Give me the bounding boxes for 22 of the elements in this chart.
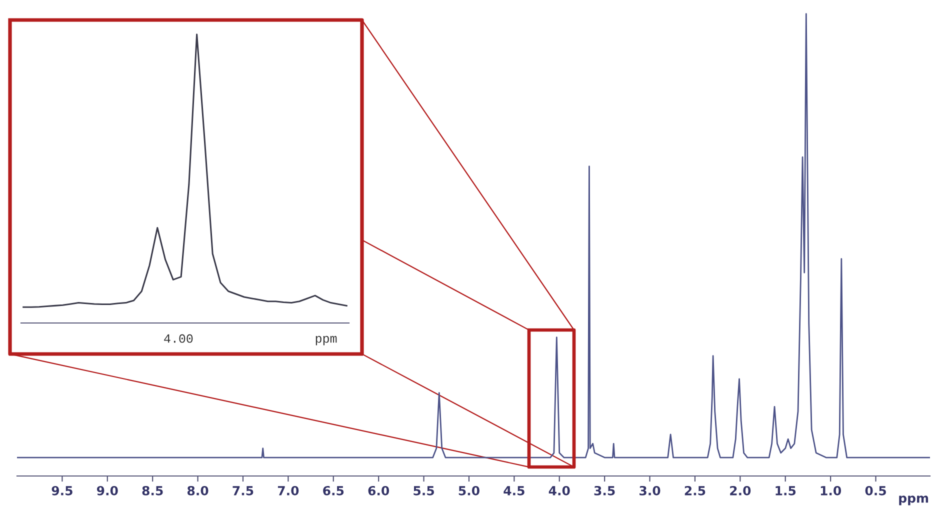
x-axis-title: ppm — [316, 336, 337, 346]
x-tick-label: 1.0 — [820, 486, 842, 496]
x-tick-label: 6.0 — [368, 486, 390, 496]
x-tick-label: 2.5 — [684, 486, 706, 496]
x-tick-label: 4.5 — [504, 486, 524, 496]
x-tick-label: 5.5 — [414, 486, 434, 496]
x-tick-label: 4.0 — [548, 486, 570, 496]
x-tick-label: 7.0 — [278, 486, 299, 496]
x-tick-label: 9.0 — [96, 486, 118, 496]
x-tick-label: 8.0 — [187, 486, 208, 496]
x-tick-label: 3.5 — [594, 486, 615, 496]
x-tick-label: 1.5 — [776, 486, 796, 496]
x-tick-label: 3.0 — [640, 486, 660, 496]
x-tick-label: 7.5 — [232, 486, 254, 496]
annotation: 4.00 — [164, 334, 193, 343]
x-tick-label: 8.5 — [142, 486, 163, 496]
x-tick-label: 5.0 — [458, 486, 480, 496]
x-tick-label: 2.0 — [730, 486, 751, 496]
x-axis-title: ppm — [899, 496, 928, 506]
x-tick-label: 9.5 — [52, 486, 72, 496]
x-tick-label: 6.5 — [323, 486, 344, 496]
x-tick-label: 0.5 — [865, 486, 886, 496]
